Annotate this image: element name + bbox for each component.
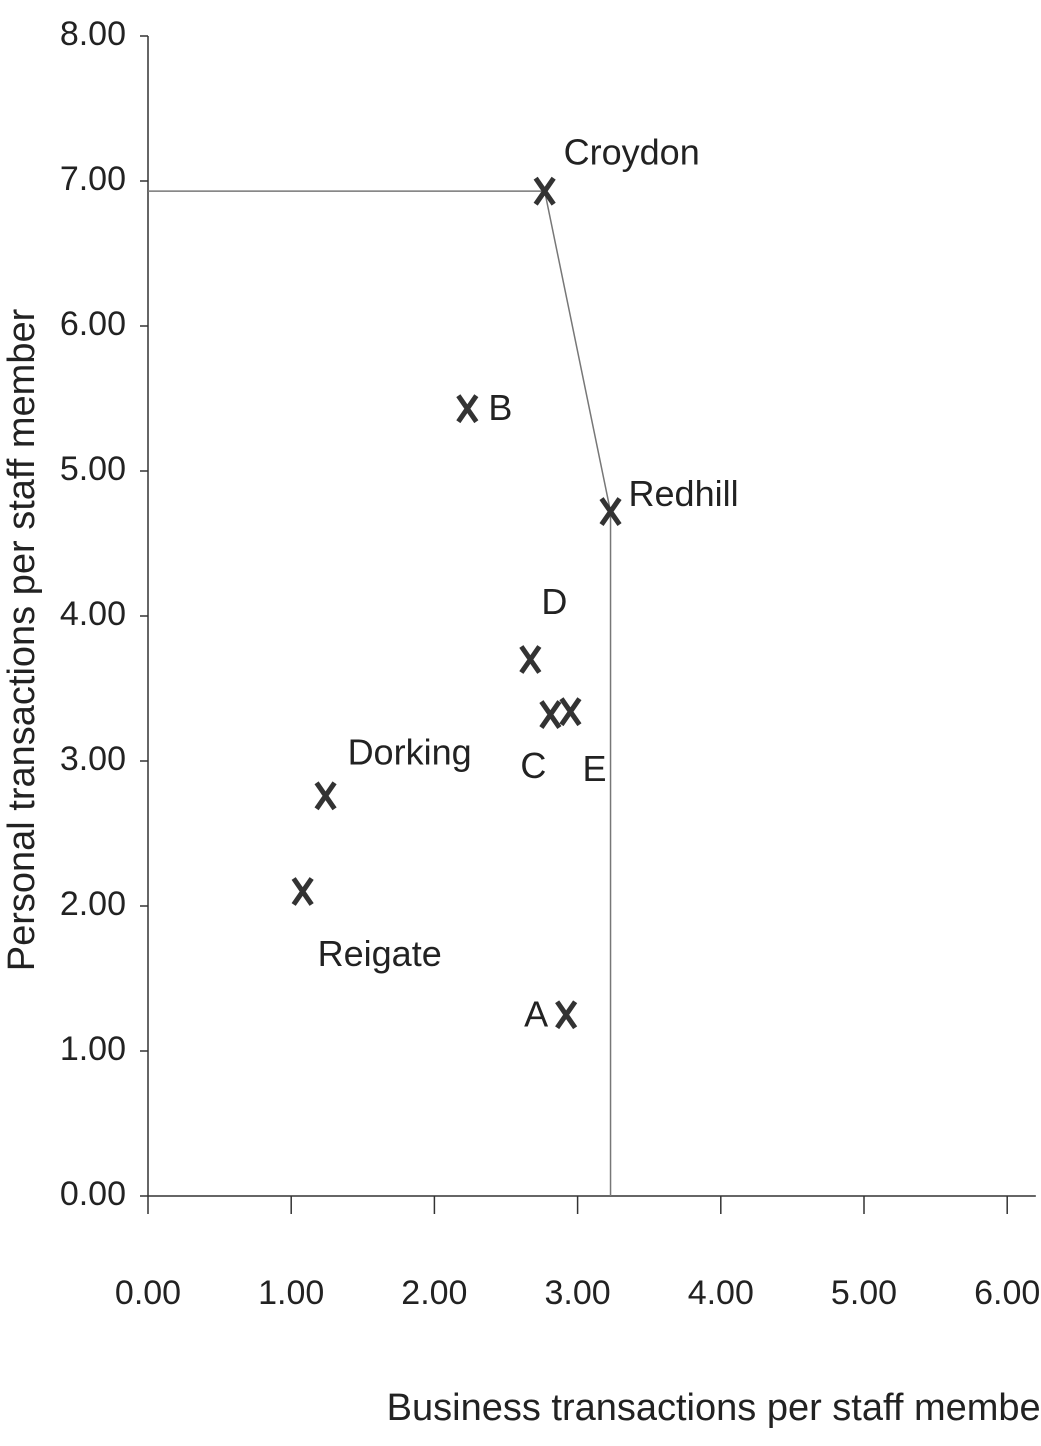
point-label: E — [582, 748, 606, 789]
point-marker — [555, 1000, 578, 1030]
y-tick-label: 8.00 — [60, 15, 126, 53]
point-marker — [599, 497, 622, 527]
y-tick-label: 3.00 — [60, 740, 126, 778]
point-label: D — [541, 581, 567, 622]
x-tick-label: 6.00 — [974, 1274, 1040, 1312]
point-label: A — [524, 993, 548, 1034]
point-marker — [291, 877, 314, 906]
y-tick-label: 4.00 — [60, 595, 126, 633]
y-tick-label: 0.00 — [60, 1175, 126, 1213]
point-label: Reigate — [318, 933, 442, 974]
point-marker — [519, 645, 542, 674]
point-marker — [533, 176, 556, 206]
point-label: Dorking — [348, 731, 472, 772]
point-label: Redhill — [629, 473, 739, 514]
y-tick-label: 1.00 — [60, 1030, 126, 1068]
x-tick-label: 5.00 — [831, 1274, 897, 1312]
y-axis-title: Personal transactions per staff member — [1, 308, 43, 971]
point-marker — [559, 697, 582, 727]
x-tick-label: 3.00 — [545, 1274, 611, 1312]
y-tick-label: 5.00 — [60, 450, 126, 488]
y-tick-label: 6.00 — [60, 305, 126, 343]
x-tick-label: 2.00 — [401, 1274, 467, 1312]
point-label: C — [520, 745, 546, 786]
x-tick-label: 4.00 — [688, 1274, 754, 1312]
x-tick-label: 1.00 — [258, 1274, 324, 1312]
x-tick-label: 0.00 — [115, 1274, 181, 1312]
x-axis-title: Business transactions per staff member — [387, 1387, 1041, 1429]
y-tick-label: 2.00 — [60, 885, 126, 923]
frontier-line — [148, 190, 612, 1196]
point-marker — [539, 700, 562, 730]
y-tick-label: 7.00 — [60, 160, 126, 198]
point-label: B — [488, 387, 512, 428]
point-marker — [314, 781, 337, 811]
point-label: Croydon — [564, 132, 700, 173]
point-marker — [456, 394, 479, 424]
